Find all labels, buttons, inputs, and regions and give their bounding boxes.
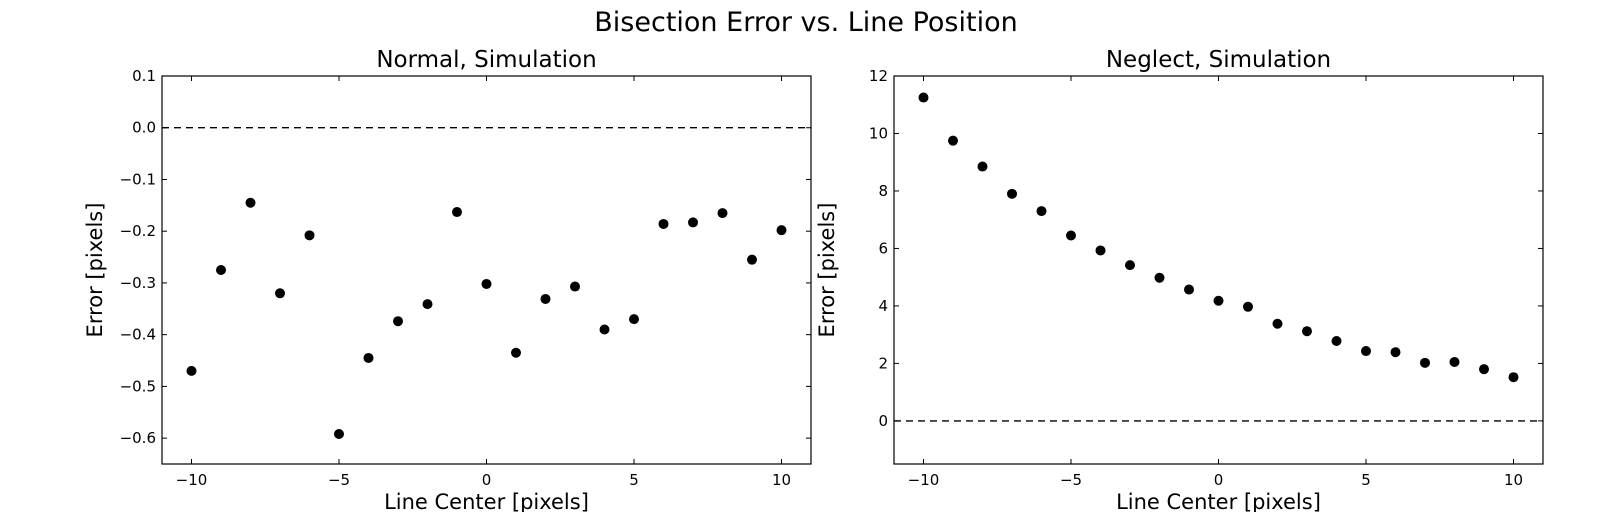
data-point [629, 314, 639, 325]
data-point [186, 365, 197, 376]
data-point [1361, 346, 1371, 357]
data-point [688, 217, 698, 228]
data-point [948, 135, 958, 146]
data-point [422, 299, 433, 310]
data-point [1125, 260, 1135, 271]
data-point [570, 281, 580, 292]
data-point [1390, 347, 1401, 358]
data-point [1213, 295, 1224, 306]
data-point [452, 207, 462, 218]
x-tick-label: 10 [1504, 471, 1523, 489]
y-tick-label: −0.1 [120, 170, 156, 188]
data-point [658, 218, 669, 229]
y-tick-label: 6 [878, 239, 888, 257]
y-tick-label: 8 [878, 182, 888, 200]
data-point [1331, 335, 1342, 346]
data-point [1479, 364, 1489, 375]
data-point [1508, 372, 1519, 383]
y-tick-label: −0.6 [120, 429, 156, 447]
y-tick-label: 4 [878, 297, 888, 315]
axes-frame [893, 75, 1544, 465]
x-tick-label: 5 [1361, 471, 1371, 489]
data-point [216, 265, 226, 275]
y-tick-label: 0.0 [132, 119, 156, 137]
y-tick-label: −0.3 [120, 274, 156, 292]
data-point [1095, 245, 1106, 256]
data-point [481, 278, 492, 289]
x-axis-label: Line Center [pixels] [384, 490, 589, 512]
data-point [540, 293, 551, 304]
x-tick-label: −10 [908, 471, 940, 489]
data-point [1184, 284, 1194, 295]
y-tick-label: −0.5 [120, 377, 156, 395]
data-point [918, 92, 929, 103]
axes-title: Normal, Simulation [376, 47, 596, 73]
data-point [776, 225, 787, 236]
data-point [334, 428, 344, 439]
y-tick-label: 2 [878, 354, 888, 372]
axes-frame [161, 75, 812, 465]
data-point [304, 230, 315, 241]
data-point [1007, 188, 1017, 199]
data-point [1154, 272, 1165, 283]
y-tick-label: 10 [869, 124, 888, 142]
data-point [363, 352, 374, 363]
x-tick-label: 0 [1214, 471, 1224, 489]
panel-neglect-simulation: Neglect, Simulation −10 −5 0 5 10 0 2 4 6 8 10 12 Lin… [815, 47, 1544, 512]
y-axis-label: Error [pixels] [815, 203, 839, 338]
x-tick-label: 5 [629, 471, 639, 489]
data-point [717, 208, 728, 219]
x-tick-label: −5 [328, 471, 350, 489]
data-point [511, 347, 521, 358]
y-tick-label: 12 [869, 67, 888, 85]
data-point [1243, 301, 1253, 312]
figure-suptitle: Bisection Error vs. Line Position [594, 7, 1017, 38]
data-point [393, 316, 403, 327]
data-point [1302, 326, 1312, 337]
x-tick-label: 0 [482, 471, 492, 489]
x-axis-label: Line Center [pixels] [1116, 490, 1321, 512]
data-point [1449, 356, 1460, 367]
data-point [1420, 357, 1430, 368]
y-tick-label: 0 [878, 412, 888, 430]
x-tick-label: 10 [772, 471, 791, 489]
panel-normal-simulation: Normal, Simulation −10 −5 0 5 10 −0.6 −0.5 −0.4 −… [83, 47, 812, 512]
axes-title: Neglect, Simulation [1106, 47, 1331, 73]
data-point [599, 324, 610, 335]
y-tick-label: −0.4 [120, 326, 156, 344]
data-point [1036, 206, 1047, 217]
data-point [1066, 230, 1076, 241]
y-tick-label: −0.2 [120, 222, 156, 240]
data-point [747, 254, 757, 265]
data-point [275, 288, 285, 299]
data-point [1272, 318, 1283, 329]
x-tick-label: −10 [176, 471, 208, 489]
y-tick-label: 0.1 [132, 67, 156, 85]
data-point [245, 197, 256, 208]
x-tick-label: −5 [1060, 471, 1082, 489]
y-axis-label: Error [pixels] [83, 203, 107, 338]
data-point [977, 161, 988, 172]
